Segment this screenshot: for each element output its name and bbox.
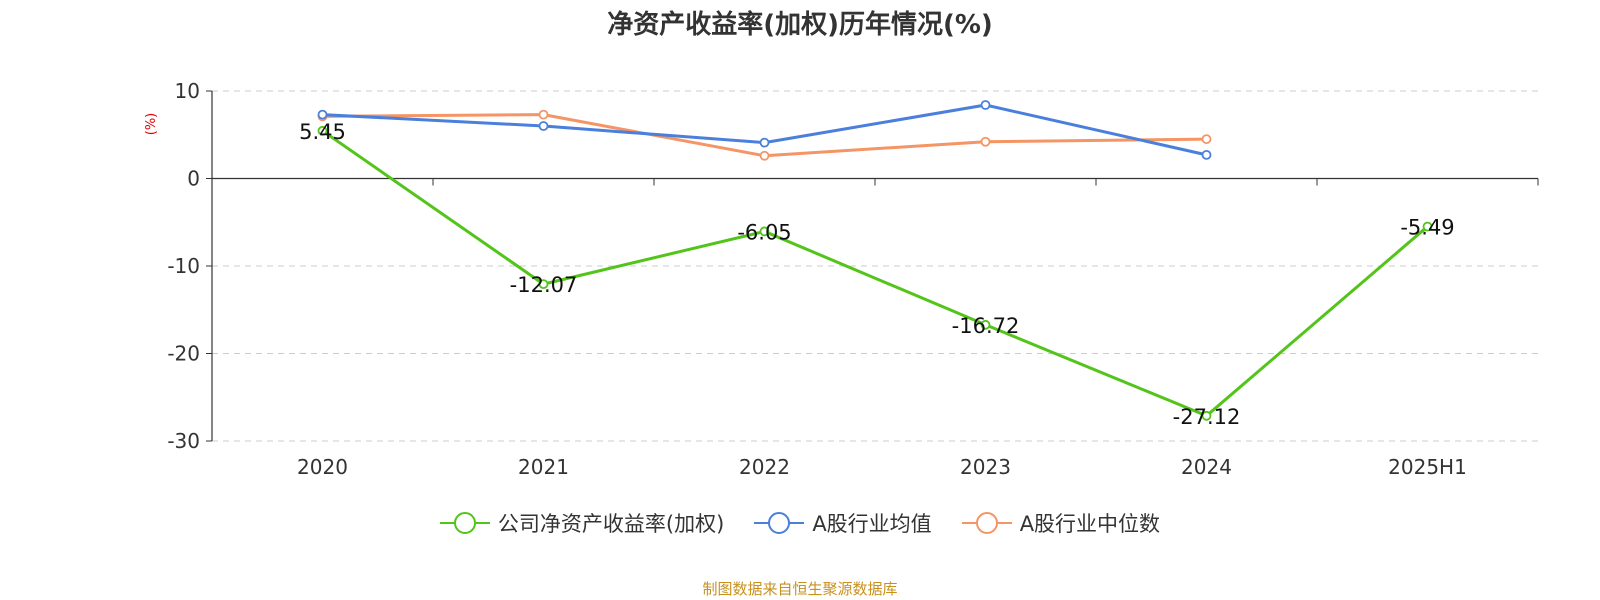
data-point (759, 137, 770, 148)
legend-line-icon (439, 512, 490, 534)
data-point (980, 136, 991, 147)
data-point (980, 319, 991, 330)
data-label: -27.12 (1173, 405, 1241, 429)
y-tick-label: 10 (175, 79, 200, 103)
y-axis-label: (%) (144, 113, 159, 136)
data-point (317, 109, 328, 120)
y-tick-label: 0 (187, 167, 200, 191)
legend-item: A股行业均值 (754, 508, 932, 538)
tick-labels: 10 0 -10 -20 -30 2020 2021 2022 2023 2024 2025H1 (167, 79, 1467, 479)
data-point (759, 150, 770, 161)
legend-label: A股行业中位数 (1019, 512, 1161, 536)
y-tick-label: -20 (167, 342, 200, 366)
axes (206, 90, 1539, 442)
legend-item: A股行业中位数 (961, 508, 1161, 538)
data-point (1201, 149, 1212, 160)
data-point (759, 226, 770, 237)
data-point (980, 100, 991, 110)
legend-label: A股行业均值 (812, 512, 932, 536)
legend-line-icon (754, 512, 805, 534)
legend: 公司净资产收益率(加权) A股行业均值 A股行业中位数 (0, 508, 1600, 538)
y-tick-label: -30 (167, 429, 200, 453)
data-label: -16.72 (952, 314, 1020, 338)
data-point (1422, 221, 1433, 232)
legend-line-icon (961, 512, 1012, 534)
x-tick-label: 2024 (1181, 455, 1232, 479)
grid-lines (212, 90, 1538, 442)
data-point (538, 121, 549, 131)
series-line (321, 129, 1429, 418)
data-label: -6.05 (737, 220, 791, 244)
x-tick-label: 2023 (960, 455, 1011, 479)
data-point (1201, 134, 1212, 145)
data-label: 5.45 (299, 120, 346, 144)
data-point (1201, 410, 1212, 421)
x-tick-label: 2021 (518, 455, 569, 479)
chart-title: 净资产收益率(加权)历年情况(%) (607, 10, 993, 40)
data-label: -12.07 (510, 273, 578, 297)
legend-label: 公司净资产收益率(加权) (497, 512, 725, 536)
legend-item: 公司净资产收益率(加权) (439, 508, 725, 538)
data-label: -5.49 (1400, 216, 1454, 240)
x-tick-label: 2025H1 (1388, 455, 1467, 479)
data-labels: 5.45 -12.07 -6.05 -16.72 -27.12 -5.49 (299, 120, 1455, 429)
data-point (538, 279, 549, 290)
source-note: 制图数据来自恒生聚源数据库 (702, 580, 898, 598)
x-tick-label: 2022 (739, 455, 790, 479)
series-lines (317, 100, 1433, 421)
data-point (538, 109, 549, 120)
x-tick-label: 2020 (297, 455, 348, 479)
data-point (317, 125, 328, 136)
y-tick-label: -10 (167, 254, 200, 278)
line-chart: 10 0 -10 -20 -30 2020 2021 2022 2023 2024 2025H1 5… (144, 79, 1539, 479)
